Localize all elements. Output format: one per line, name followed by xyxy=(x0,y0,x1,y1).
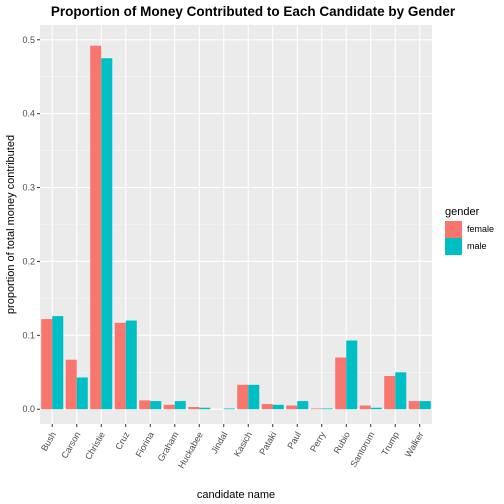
bar-female-bush xyxy=(41,319,53,410)
bar-male-trump xyxy=(395,372,407,410)
x-axis-title: candidate name xyxy=(197,489,275,501)
bar-female-rubio xyxy=(335,357,347,410)
x-tick-label: Fiorina xyxy=(134,430,156,459)
bar-female-fiorina xyxy=(139,400,151,410)
y-tick-label: 0.1 xyxy=(22,330,35,340)
bar-female-paul xyxy=(286,405,298,410)
legend-swatch-male xyxy=(445,238,462,255)
x-tick-label: Christie xyxy=(83,430,107,461)
x-axis-ticks: Bush Carson Christie Cruz Fiorina GrahamHucka… xyxy=(39,424,425,470)
x-tick-label: Carson xyxy=(59,430,82,460)
bar-female-perry xyxy=(310,408,322,410)
bar-male-graham xyxy=(174,401,186,410)
chart-title: Proportion of Money Contributed to Each … xyxy=(51,4,456,19)
y-tick-label: 0.5 xyxy=(22,35,35,45)
bar-female-graham xyxy=(163,404,175,410)
legend-label-female: female xyxy=(467,224,494,234)
bars xyxy=(41,45,431,410)
y-axis-ticks: 0.0 0.1 0.2 0.3 0.4 0.5 xyxy=(22,35,40,414)
bar-female-cruz xyxy=(114,322,126,410)
x-tick-label: Pataki xyxy=(257,430,278,457)
bar-male-huckabee xyxy=(199,407,211,410)
legend: gender female male xyxy=(445,206,494,255)
bar-female-huckabee xyxy=(188,407,200,410)
x-tick-label: Huckabee xyxy=(176,430,205,470)
bar-female-santorum xyxy=(359,405,371,410)
bar-male-walker xyxy=(419,401,431,410)
bar-male-kasich xyxy=(248,384,260,410)
legend-label-male: male xyxy=(467,241,487,251)
bar-male-cruz xyxy=(125,320,137,410)
x-tick-label: Walker xyxy=(403,430,425,459)
bar-male-paul xyxy=(297,401,309,410)
x-tick-label: Perry xyxy=(308,430,328,454)
y-tick-label: 0.2 xyxy=(22,256,35,266)
x-tick-label: Jindal xyxy=(209,430,229,455)
bar-male-bush xyxy=(52,316,64,410)
y-tick-label: 0.0 xyxy=(22,404,35,414)
x-tick-label: Rubio xyxy=(332,430,352,455)
bar-female-carson xyxy=(65,359,77,410)
bar-female-trump xyxy=(384,375,396,410)
y-tick-label: 0.3 xyxy=(22,183,35,193)
legend-title: gender xyxy=(445,206,480,218)
x-tick-label: Santorum xyxy=(348,430,376,469)
bar-male-rubio xyxy=(346,340,358,410)
bar-male-santorum xyxy=(370,407,382,410)
y-axis-title: proportion of total money contributed xyxy=(5,135,17,314)
legend-swatch-female xyxy=(445,221,462,238)
x-tick-label: Bush xyxy=(39,430,58,453)
x-tick-label: Trump xyxy=(379,430,400,457)
bar-male-pataki xyxy=(272,404,284,410)
bar-male-fiorina xyxy=(150,401,162,410)
x-tick-label: Cruz xyxy=(113,430,131,452)
bar-female-walker xyxy=(408,401,420,410)
y-tick-label: 0.4 xyxy=(22,109,35,119)
x-tick-label: Paul xyxy=(285,430,303,451)
bar-female-pataki xyxy=(261,404,273,410)
bar-male-carson xyxy=(76,377,88,410)
bar-female-kasich xyxy=(237,384,249,410)
bar-male-jindal xyxy=(223,408,235,410)
bar-female-christie xyxy=(90,45,102,410)
bar-male-perry xyxy=(321,408,333,410)
x-tick-label: Graham xyxy=(156,430,181,463)
x-tick-label: Kasich xyxy=(232,430,254,458)
bar-male-christie xyxy=(101,58,113,410)
